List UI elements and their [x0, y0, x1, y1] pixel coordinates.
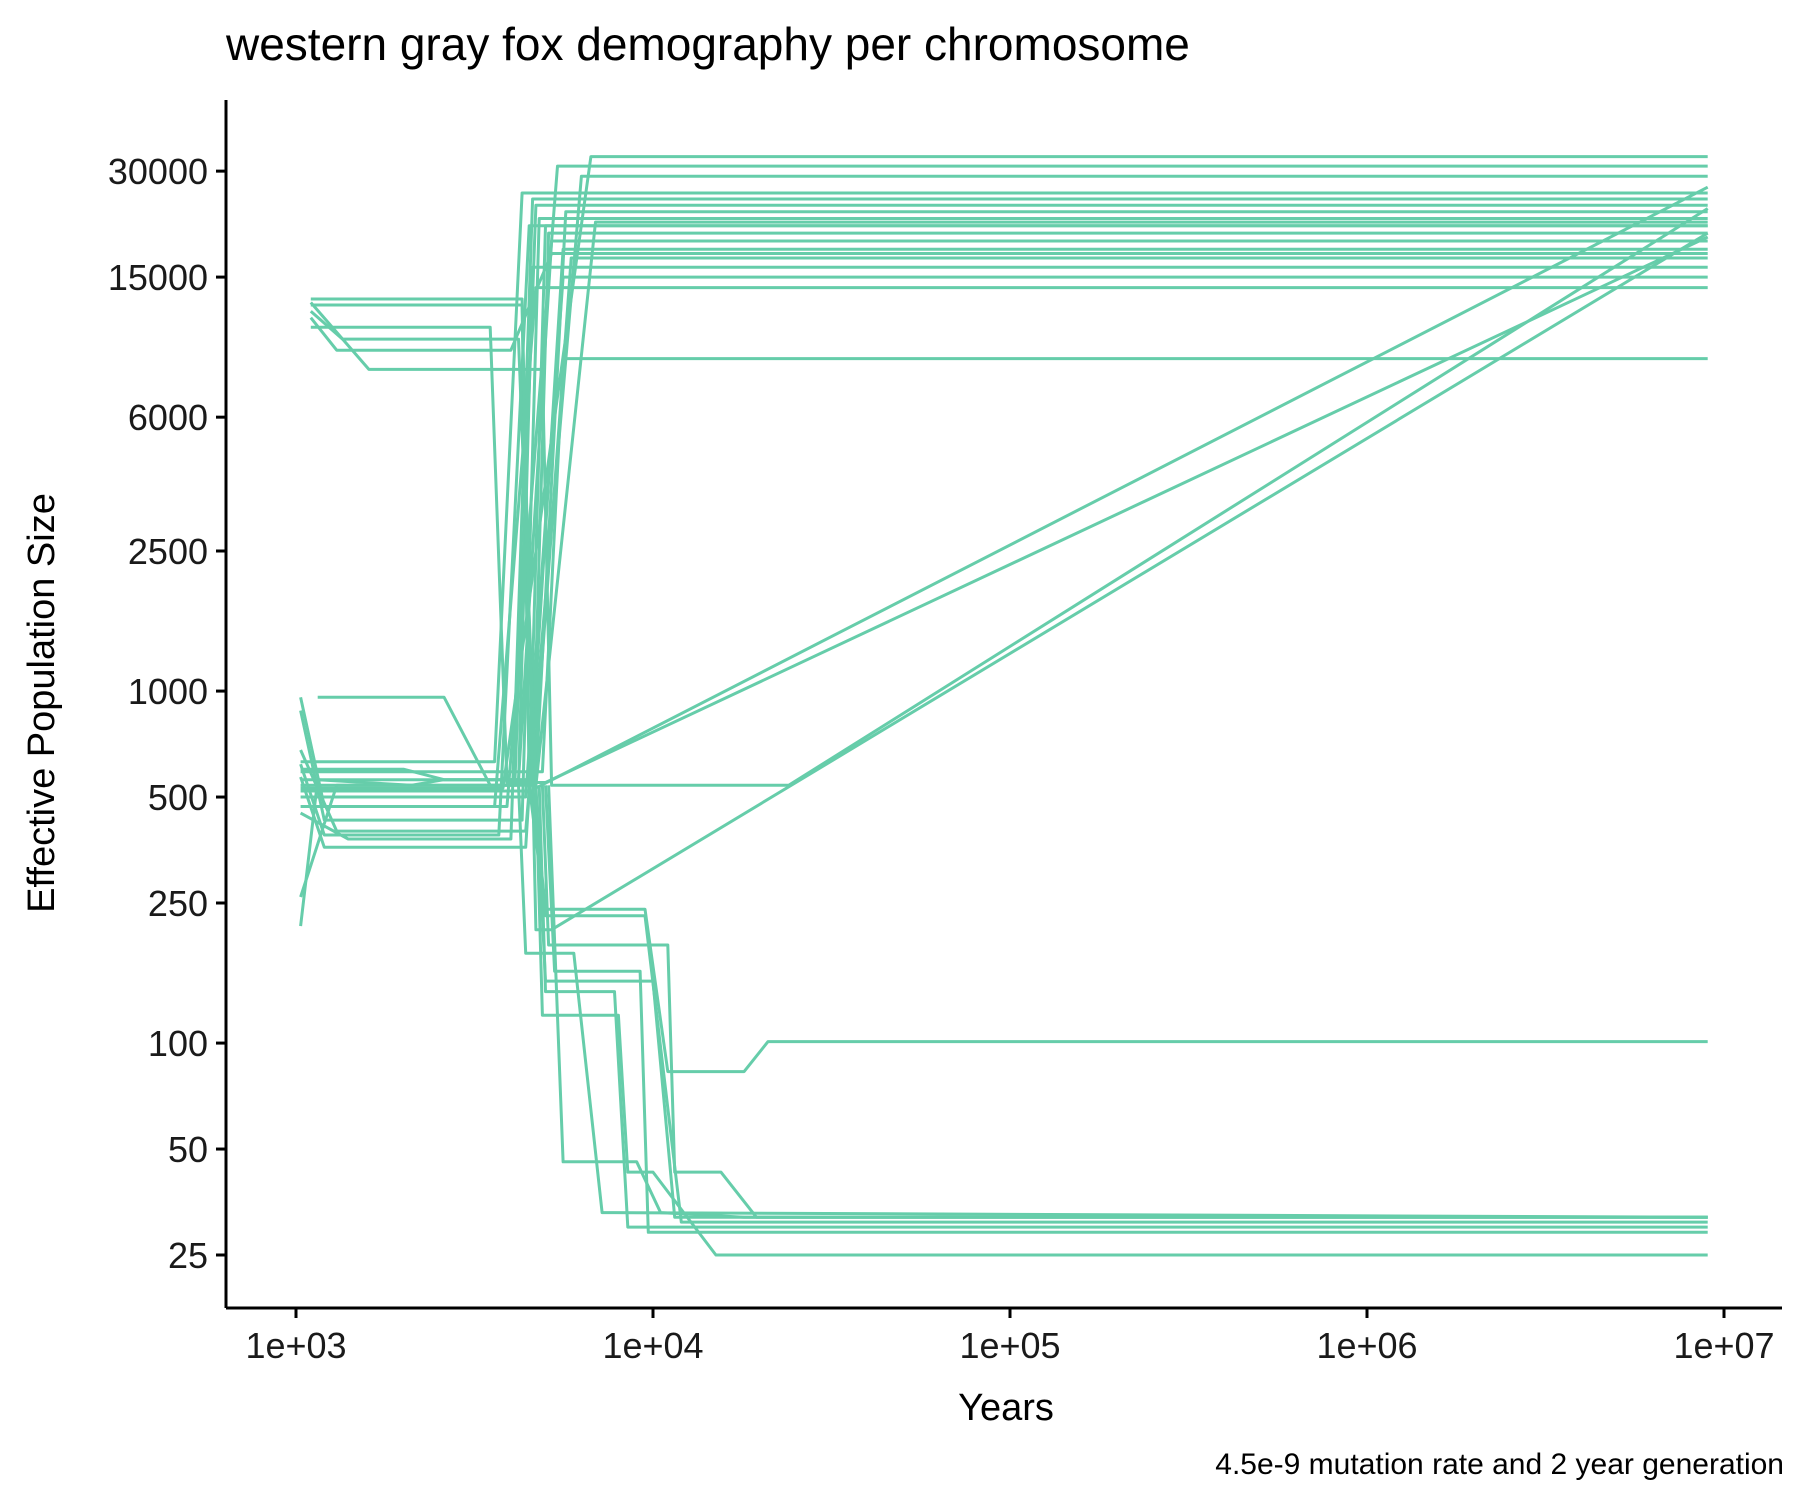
y-tick-label: 6000: [128, 397, 208, 438]
series-line-27: [517, 785, 1708, 1219]
y-tick-label: 15000: [108, 257, 208, 298]
series-line-29: [534, 785, 1708, 1257]
series-line-30: [547, 785, 1708, 1219]
x-tick-label: 1e+07: [1673, 1325, 1774, 1366]
y-tick-label: 2500: [128, 531, 208, 572]
series-line-20: [309, 185, 1709, 790]
y-tick-label: 500: [148, 777, 208, 818]
series-line-17: [300, 220, 1708, 787]
series-line-32: [540, 785, 1708, 1219]
y-axis-title: Effective Population Size: [21, 493, 63, 913]
series-line-31: [544, 785, 1708, 1234]
series-line-16: [300, 286, 1708, 808]
x-axis-title: Years: [958, 1387, 1054, 1429]
y-tick-label: 50: [168, 1129, 208, 1170]
chart-title: western gray fox demography per chromoso…: [225, 18, 1190, 70]
x-tick-label: 1e+03: [245, 1325, 346, 1366]
series-line-8: [300, 191, 1708, 764]
series-line-10: [300, 210, 1708, 782]
y-tick-label: 25: [168, 1235, 208, 1276]
series-line-7: [300, 231, 1708, 787]
series-line-33: [534, 785, 1708, 1219]
series-line-9: [299, 247, 1708, 849]
series-line-26: [527, 785, 1708, 1224]
x-tick-label: 1e+06: [1316, 1325, 1417, 1366]
series-line-12: [299, 174, 1708, 833]
series-line-28: [537, 785, 1708, 1229]
series-line-13: [300, 155, 1708, 790]
series-line-14: [300, 275, 1708, 799]
series-line-22: [309, 207, 1709, 787]
x-tick-label: 1e+04: [602, 1325, 703, 1366]
series-line-23: [310, 231, 1709, 932]
x-tick-label: 1e+05: [959, 1325, 1060, 1366]
series-line-3: [299, 197, 1708, 841]
chart-caption: 4.5e-9 mutation rate and 2 year generati…: [1215, 1448, 1784, 1481]
y-tick-label: 250: [148, 883, 208, 924]
series-layer: [299, 155, 1709, 1257]
y-axis-ticks: 25 50 100 250 500 1000 2500 6000 15000 30000: [108, 151, 226, 1276]
series-line-25: [531, 785, 1708, 1074]
y-tick-label: 1000: [128, 671, 208, 712]
x-axis-ticks: 1e+03 1e+04 1e+05 1e+06 1e+07: [245, 1308, 1775, 1366]
y-tick-label: 100: [148, 1023, 208, 1064]
y-tick-label: 30000: [108, 151, 208, 192]
series-line-24: [310, 235, 1709, 784]
series-line-6: [299, 164, 1708, 808]
series-line-21: [309, 252, 1708, 352]
